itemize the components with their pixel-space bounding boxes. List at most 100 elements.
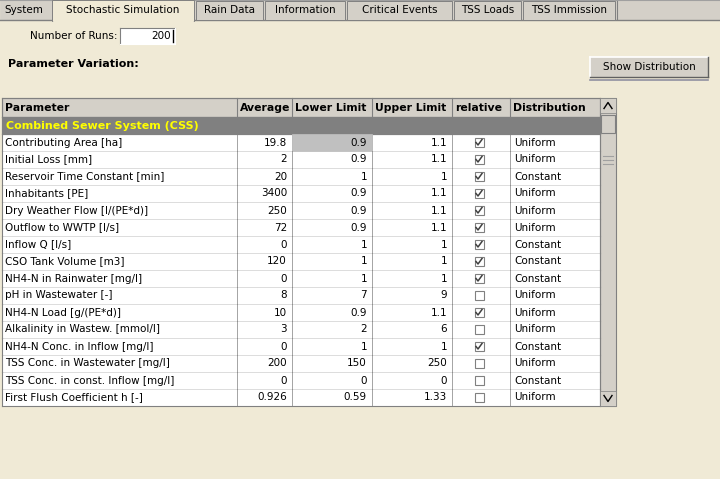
- Bar: [2, 236, 600, 253]
- Bar: [2, 134, 600, 151]
- Bar: [2, 270, 600, 287]
- Bar: [53, 20, 193, 22]
- Text: 0.9: 0.9: [351, 137, 367, 148]
- Bar: [2, 287, 600, 304]
- Text: First Flush Coefficient h [-]: First Flush Coefficient h [-]: [5, 392, 143, 402]
- Bar: [474, 189, 484, 198]
- Bar: [2, 321, 600, 338]
- Bar: [0, 0, 720, 20]
- Text: Uniform: Uniform: [514, 308, 556, 318]
- Bar: [196, 1, 263, 20]
- Text: 19.8: 19.8: [264, 137, 287, 148]
- Text: 1: 1: [361, 256, 367, 266]
- Text: 1.1: 1.1: [431, 155, 447, 164]
- Text: 2: 2: [280, 155, 287, 164]
- Text: Initial Loss [mm]: Initial Loss [mm]: [5, 155, 92, 164]
- Text: 1.1: 1.1: [431, 308, 447, 318]
- Text: TSS Conc. in const. Inflow [mg/l]: TSS Conc. in const. Inflow [mg/l]: [5, 376, 174, 386]
- Bar: [2, 338, 600, 355]
- Text: 0.9: 0.9: [351, 155, 367, 164]
- Text: NH4-N Load [g/(PE*d)]: NH4-N Load [g/(PE*d)]: [5, 308, 121, 318]
- Bar: [474, 155, 484, 164]
- Text: 1.33: 1.33: [424, 392, 447, 402]
- Bar: [52, 0, 194, 21]
- Text: TSS Conc. in Wastewater [mg/l]: TSS Conc. in Wastewater [mg/l]: [5, 358, 170, 368]
- Text: 0.9: 0.9: [351, 189, 367, 198]
- Text: 20: 20: [274, 171, 287, 182]
- Text: Constant: Constant: [514, 342, 561, 352]
- Bar: [2, 98, 600, 117]
- Bar: [2, 117, 600, 134]
- Text: 1: 1: [441, 240, 447, 250]
- Bar: [474, 291, 484, 300]
- Text: 1: 1: [441, 274, 447, 284]
- Text: Constant: Constant: [514, 376, 561, 386]
- Text: 0.9: 0.9: [351, 205, 367, 216]
- Text: Alkalinity in Wastew. [mmol/l]: Alkalinity in Wastew. [mmol/l]: [5, 324, 160, 334]
- Text: TSS Immission: TSS Immission: [531, 5, 607, 15]
- Bar: [2, 355, 600, 372]
- Text: Number of Runs:: Number of Runs:: [30, 31, 117, 41]
- Text: pH in Wastewater [-]: pH in Wastewater [-]: [5, 290, 112, 300]
- Text: Uniform: Uniform: [514, 324, 556, 334]
- Text: 1: 1: [361, 274, 367, 284]
- Bar: [292, 134, 372, 151]
- Text: Contributing Area [ha]: Contributing Area [ha]: [5, 137, 122, 148]
- Bar: [474, 138, 484, 147]
- Bar: [265, 1, 345, 20]
- Text: Reservoir Time Constant [min]: Reservoir Time Constant [min]: [5, 171, 164, 182]
- Text: 0.9: 0.9: [351, 223, 367, 232]
- Text: Combined Sewer System (CSS): Combined Sewer System (CSS): [6, 121, 199, 130]
- Bar: [2, 151, 600, 168]
- Text: 120: 120: [267, 256, 287, 266]
- Text: 1: 1: [441, 171, 447, 182]
- Text: 1: 1: [361, 342, 367, 352]
- Bar: [474, 240, 484, 249]
- Text: 0: 0: [281, 240, 287, 250]
- Bar: [474, 206, 484, 215]
- Bar: [474, 359, 484, 368]
- Bar: [347, 1, 452, 20]
- Bar: [601, 115, 615, 133]
- Text: Uniform: Uniform: [514, 290, 556, 300]
- Bar: [590, 57, 708, 77]
- Text: Uniform: Uniform: [514, 392, 556, 402]
- Bar: [474, 393, 484, 402]
- Bar: [474, 274, 484, 283]
- Bar: [474, 325, 484, 334]
- Text: 0: 0: [361, 376, 367, 386]
- Text: Average: Average: [240, 103, 290, 113]
- Text: Lower Limit: Lower Limit: [295, 103, 366, 113]
- Text: 2: 2: [361, 324, 367, 334]
- Text: Uniform: Uniform: [514, 155, 556, 164]
- Text: Constant: Constant: [514, 240, 561, 250]
- Text: Uniform: Uniform: [514, 223, 556, 232]
- Text: 1.1: 1.1: [431, 205, 447, 216]
- Bar: [474, 223, 484, 232]
- Text: Constant: Constant: [514, 171, 561, 182]
- Text: Uniform: Uniform: [514, 205, 556, 216]
- Bar: [2, 202, 600, 219]
- Text: Upper Limit: Upper Limit: [375, 103, 446, 113]
- Text: 250: 250: [267, 205, 287, 216]
- Bar: [474, 308, 484, 317]
- Bar: [2, 389, 600, 406]
- Text: 10: 10: [274, 308, 287, 318]
- Text: 250: 250: [427, 358, 447, 368]
- Text: 7: 7: [361, 290, 367, 300]
- Text: Critical Events: Critical Events: [361, 5, 437, 15]
- Bar: [474, 376, 484, 385]
- Text: 200: 200: [151, 31, 171, 41]
- Text: 1.1: 1.1: [431, 223, 447, 232]
- Text: Rain Data: Rain Data: [204, 5, 255, 15]
- Text: 0: 0: [281, 342, 287, 352]
- Bar: [2, 372, 600, 389]
- Text: Dry Weather Flow [l/(PE*d)]: Dry Weather Flow [l/(PE*d)]: [5, 205, 148, 216]
- Text: 0: 0: [281, 376, 287, 386]
- Bar: [474, 257, 484, 266]
- Text: Inhabitants [PE]: Inhabitants [PE]: [5, 189, 89, 198]
- Bar: [600, 391, 616, 406]
- Text: 3: 3: [280, 324, 287, 334]
- Text: 72: 72: [274, 223, 287, 232]
- Text: 9: 9: [441, 290, 447, 300]
